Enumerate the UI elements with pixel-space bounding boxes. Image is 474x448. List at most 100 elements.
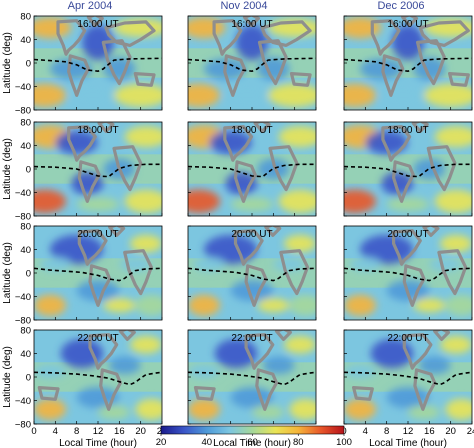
ut-label: 22:00 UT — [387, 333, 428, 344]
field-blob — [278, 189, 316, 214]
field-blob — [429, 257, 462, 272]
colorbar-gradient — [160, 425, 345, 435]
y-axis-label: Latitude (deg) — [2, 242, 13, 304]
continent-outlines — [370, 16, 470, 97]
continent-outline — [242, 16, 261, 27]
continent-outline — [289, 71, 312, 87]
field-blob — [135, 294, 162, 316]
x-tick-label: 16 — [424, 426, 435, 437]
magnetic-equator-line — [344, 57, 472, 73]
field-blobs — [34, 124, 162, 214]
field-blobs — [34, 234, 162, 316]
continent-outline — [422, 226, 440, 237]
field-blob — [34, 364, 66, 379]
magnetic-equator-line — [344, 267, 472, 282]
field-blob — [284, 335, 316, 354]
continent-outline — [352, 385, 374, 401]
continent-outline — [370, 19, 401, 56]
field-blobs — [188, 335, 316, 420]
field-blob — [268, 83, 316, 108]
field-blob — [434, 126, 472, 148]
field-blob — [278, 126, 316, 148]
y-tick-label: 0 — [26, 269, 31, 280]
field-blob — [424, 83, 472, 108]
continent-outline — [257, 39, 288, 86]
ut-label: 20:00 UT — [387, 229, 428, 240]
x-tick-label: 8 — [384, 426, 389, 437]
field-blob — [386, 197, 430, 212]
colorbar-tick-label: 40 — [201, 437, 212, 448]
continent-outline — [418, 20, 470, 47]
continent-outlines — [352, 330, 451, 411]
field-blob — [71, 83, 114, 108]
continent-outline — [56, 19, 87, 56]
field-blob — [434, 189, 472, 214]
colorbar: 20 40 60 80 100 — [156, 425, 352, 448]
field-blob — [39, 257, 72, 272]
panel-dec-2006-2200: 22:00 UT04812162024Local Time (hour) — [341, 329, 474, 448]
continent-outline — [447, 71, 470, 87]
field-blobs — [34, 335, 162, 420]
continent-outline — [233, 229, 264, 266]
field-blob — [188, 364, 220, 379]
field-blob — [344, 364, 376, 379]
continent-outline — [118, 330, 136, 341]
continent-outline — [391, 160, 415, 203]
y-tick-label: 40 — [20, 349, 31, 360]
ut-label: 16:00 UT — [387, 19, 428, 30]
field-blob — [50, 234, 104, 265]
continent-outlines — [56, 16, 156, 97]
field-blob — [76, 197, 120, 212]
y-tick-label: 0 — [26, 59, 31, 70]
field-blob — [386, 386, 430, 409]
continent-outline — [97, 122, 115, 133]
magnetic-equator-line — [344, 163, 472, 178]
continent-outline — [88, 264, 112, 307]
continent-outline — [426, 145, 457, 192]
magnetic-equator-line — [188, 267, 316, 282]
continent-outline — [86, 16, 104, 27]
x-tick-label: 20 — [445, 426, 456, 437]
continent-outline — [101, 39, 132, 86]
y-tick-label: −40 — [15, 82, 31, 93]
continent-outline — [77, 229, 108, 266]
field-blob — [344, 294, 376, 316]
y-tick-label: −80 — [15, 316, 31, 327]
continent-outline — [264, 226, 282, 237]
continent-outline — [112, 145, 143, 192]
column-title-nov-2004: Nov 2004 — [220, 0, 267, 12]
continent-outline — [212, 19, 243, 56]
x-tick-label: 12 — [403, 426, 414, 437]
continent-outline — [402, 264, 426, 307]
continent-outline — [253, 122, 271, 133]
continent-outline — [413, 368, 437, 411]
field-blob — [413, 158, 446, 180]
continent-outline — [233, 160, 257, 203]
y-tick-label: −40 — [15, 188, 31, 199]
ut-label: 22:00 UT — [77, 333, 118, 344]
field-blob — [114, 83, 162, 108]
continent-outline — [77, 160, 101, 203]
ut-label: 18:00 UT — [231, 125, 272, 136]
y-tick-label: −80 — [15, 106, 31, 117]
field-blob — [34, 189, 66, 214]
field-blob — [98, 405, 130, 420]
field-blob — [124, 189, 162, 214]
continent-outline — [411, 122, 429, 133]
column-titles: Apr 2004 Nov 2004 Dec 2006 — [68, 0, 425, 12]
field-blob — [130, 234, 162, 253]
colorbar-tick-label: 80 — [293, 437, 304, 448]
magnetic-equator-line — [34, 267, 162, 282]
y-tick-label: −80 — [15, 420, 31, 431]
magnetic-equator-line — [34, 371, 162, 386]
continent-outline — [104, 20, 156, 47]
field-blob — [413, 298, 446, 313]
field-blob — [289, 294, 316, 316]
field-blob — [130, 335, 162, 354]
continent-outline — [381, 54, 405, 97]
field-blob — [360, 58, 403, 80]
ut-label: 20:00 UT — [77, 229, 118, 240]
continent-outline — [402, 333, 433, 370]
